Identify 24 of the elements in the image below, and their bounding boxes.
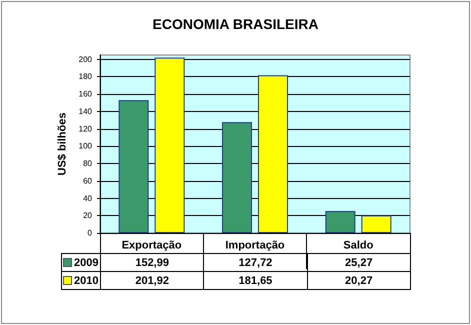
y-tick-label: 80 — [83, 159, 93, 168]
data-label: 152,99 — [100, 254, 204, 272]
y-tick-label: 0 — [88, 228, 93, 238]
y-tick-label: 20 — [83, 211, 93, 220]
data-label: 201,92 — [100, 272, 204, 290]
legend-label: 2009 — [62, 254, 100, 272]
y-axis-title: US$ bilhões — [56, 112, 68, 176]
y-tick-label: 120 — [78, 124, 93, 134]
data-label: 181,65 — [204, 272, 308, 290]
y-tick-label: 40 — [83, 194, 93, 203]
x-tick-label: Exportação — [122, 240, 182, 252]
x-tick-label: Saldo — [343, 240, 374, 252]
data-label: 127,72 — [204, 254, 308, 272]
legend-label: 2010 — [62, 272, 100, 290]
y-tick-label: 200 — [78, 54, 93, 64]
y-tick-label: 60 — [83, 176, 93, 186]
data-label: 20,27 — [307, 272, 410, 290]
y-tick-label: 100 — [78, 142, 93, 151]
chart-title: ECONOMIA BRASILEIRA — [152, 16, 318, 32]
data-label: 25,27 — [307, 254, 410, 272]
x-tick-label: Importação — [225, 240, 285, 252]
y-tick-label: 140 — [78, 106, 93, 116]
y-tick-label: 180 — [78, 72, 93, 82]
y-tick-label: 160 — [78, 90, 93, 99]
